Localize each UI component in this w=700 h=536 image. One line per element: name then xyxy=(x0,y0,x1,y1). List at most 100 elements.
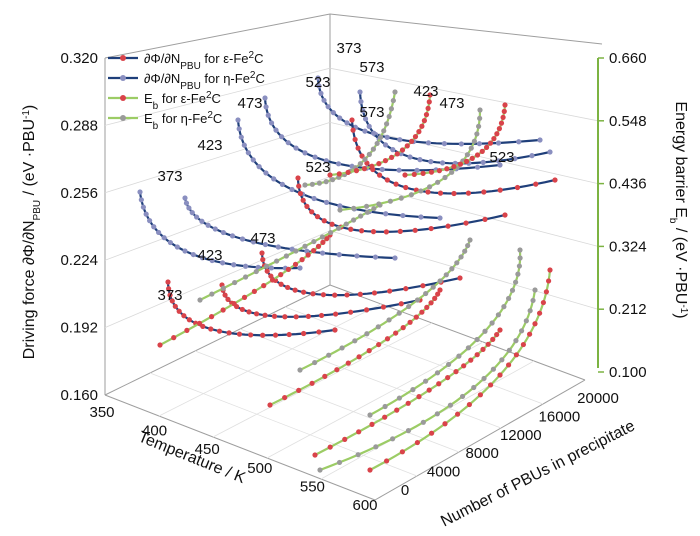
energy-barrier-curve-9-point xyxy=(409,138,415,144)
energy-barrier-curve-5-point xyxy=(506,347,512,353)
driving-force-curve-5-point xyxy=(260,257,266,263)
driving-force-curve-9-point xyxy=(437,190,444,196)
driving-force-curve-0-point xyxy=(209,257,215,264)
driving-force-curve-9-point xyxy=(425,189,431,195)
driving-force-curve-0-point xyxy=(231,262,237,268)
driving-force-curve-5-point xyxy=(300,289,307,295)
energy-barrier-curve-7-point xyxy=(509,287,516,293)
driving-force-curve-10-point xyxy=(495,158,502,164)
energy-barrier-curve-0-point xyxy=(171,335,177,341)
energy-barrier-curve-4-point xyxy=(405,400,411,406)
energy-barrier-curve-1-point xyxy=(283,253,289,259)
driving-force-curve-4-point xyxy=(323,199,330,205)
driving-force-curve-9-point xyxy=(533,181,539,187)
x-axis-title: Temperature / K xyxy=(136,429,248,488)
energy-barrier-curve-1-point xyxy=(343,221,349,227)
energy-barrier-curve-2-point xyxy=(400,325,406,331)
driving-force-curve-2-point xyxy=(372,254,379,260)
frame-line xyxy=(104,394,376,501)
energy-barrier-curve-11-point xyxy=(498,120,505,126)
energy-barrier-curve-1-point xyxy=(232,279,238,286)
energy-barrier-curve-4-point xyxy=(480,346,486,352)
driving-force-curve-6-point xyxy=(302,150,308,156)
driving-force-curve-8-point xyxy=(321,97,327,103)
right-tick-label: 0.660 xyxy=(609,50,647,67)
energy-barrier-curve-7-point xyxy=(516,263,523,269)
driving-force-curve-4-point xyxy=(236,126,242,132)
driving-force-curve-8-point xyxy=(330,110,336,116)
driving-force-curve-0-point xyxy=(220,260,226,266)
driving-force-curve-7-point xyxy=(295,175,301,181)
driving-force-curve-2-point xyxy=(320,250,326,256)
driving-force-curve-10-point xyxy=(390,147,396,153)
driving-force-curve-7-point xyxy=(300,197,306,203)
energy-barrier-curve-6-point xyxy=(546,278,552,284)
driving-force-curve-8-point xyxy=(458,141,464,147)
energy-barrier-curve-2-point xyxy=(435,291,441,297)
driving-force-curve-6-point xyxy=(312,154,318,160)
driving-force-curve-3-point xyxy=(363,307,370,313)
energy-barrier-curve-5-point xyxy=(373,444,379,450)
y-tick-label: 12000 xyxy=(500,427,542,444)
driving-force-curve-4-point xyxy=(418,214,424,220)
energy-barrier-curve-6-point xyxy=(367,467,373,473)
energy-barrier-curve-9-point xyxy=(394,151,400,157)
driving-force-curve-0-point xyxy=(143,211,149,217)
energy-barrier-curve-9-point xyxy=(336,171,342,177)
energy-barrier-curve-8-point xyxy=(302,182,308,188)
driving-force-curve-0-point xyxy=(174,244,180,250)
driving-force-curve-9-point xyxy=(481,189,487,195)
energy-barrier-curve-8-point xyxy=(357,161,363,167)
driving-force-curve-2-point xyxy=(354,253,360,259)
energy-barrier-curve-9-point xyxy=(369,163,375,169)
driving-force-curve-6-point xyxy=(263,104,269,110)
x-tick-label: 350 xyxy=(89,404,114,421)
x-tick-label: 500 xyxy=(247,460,272,477)
driving-force-curve-4-point xyxy=(311,195,317,202)
driving-force-curve-8-point xyxy=(315,75,321,81)
grid-line xyxy=(104,67,331,126)
driving-force-curve-7-point xyxy=(297,190,304,197)
energy-barrier-curve-11-point xyxy=(474,152,481,158)
energy-barrier-curve-9-point xyxy=(427,92,433,98)
energy-barrier-curve-8-point xyxy=(384,121,390,127)
energy-barrier-curve-2-point xyxy=(419,309,425,315)
driving-force-curve-6-point xyxy=(396,167,402,173)
driving-force-curve-3-point xyxy=(271,313,278,319)
driving-force-curve-4-point xyxy=(337,203,343,209)
energy-barrier-curve-3-point xyxy=(462,248,468,254)
driving-force-curve-3-point xyxy=(318,312,325,319)
driving-force-curve-9-point xyxy=(350,127,356,133)
driving-force-curve-9-point xyxy=(451,190,457,197)
energy-barrier-curve-5-point xyxy=(405,428,412,434)
energy-barrier-curve-9-point xyxy=(345,169,351,175)
energy-barrier-curve-11-point xyxy=(494,131,500,137)
driving-force-curve-10-point xyxy=(439,160,446,166)
x-tick-label: 450 xyxy=(195,441,220,458)
driving-force-curve-1-point xyxy=(216,328,223,334)
energy-barrier-curve-3-point xyxy=(339,345,345,351)
driving-force-curve-7-point xyxy=(445,223,451,229)
energy-barrier-curve-6-point xyxy=(540,299,547,306)
energy-barrier-curve-1-point xyxy=(302,243,308,249)
energy-barrier-curve-7-point xyxy=(482,328,488,334)
energy-barrier-curve-1-point xyxy=(197,297,203,303)
driving-force-curve-8-point xyxy=(425,140,432,146)
energy-barrier-curve-9-point xyxy=(361,166,367,172)
energy-barrier-curve-6-point xyxy=(477,392,483,398)
driving-force-curve-4-point xyxy=(289,186,295,193)
left-tick-label: 0.224 xyxy=(60,252,98,269)
energy-barrier-curve-4-point xyxy=(382,414,388,420)
box-frame xyxy=(104,13,603,501)
driving-force-curve-3-point xyxy=(380,304,387,310)
driving-force-curve-0-point xyxy=(161,235,167,241)
energy-barrier-curve-4-point xyxy=(453,369,459,375)
energy-barrier-curve-2-point xyxy=(356,354,362,360)
energy-barrier-curve-1-point xyxy=(319,234,325,240)
driving-force-curve-1-point xyxy=(272,332,279,338)
energy-barrier-curve-11-point xyxy=(428,169,435,175)
right-tick-label: 0.548 xyxy=(609,113,647,130)
curves xyxy=(137,75,558,473)
